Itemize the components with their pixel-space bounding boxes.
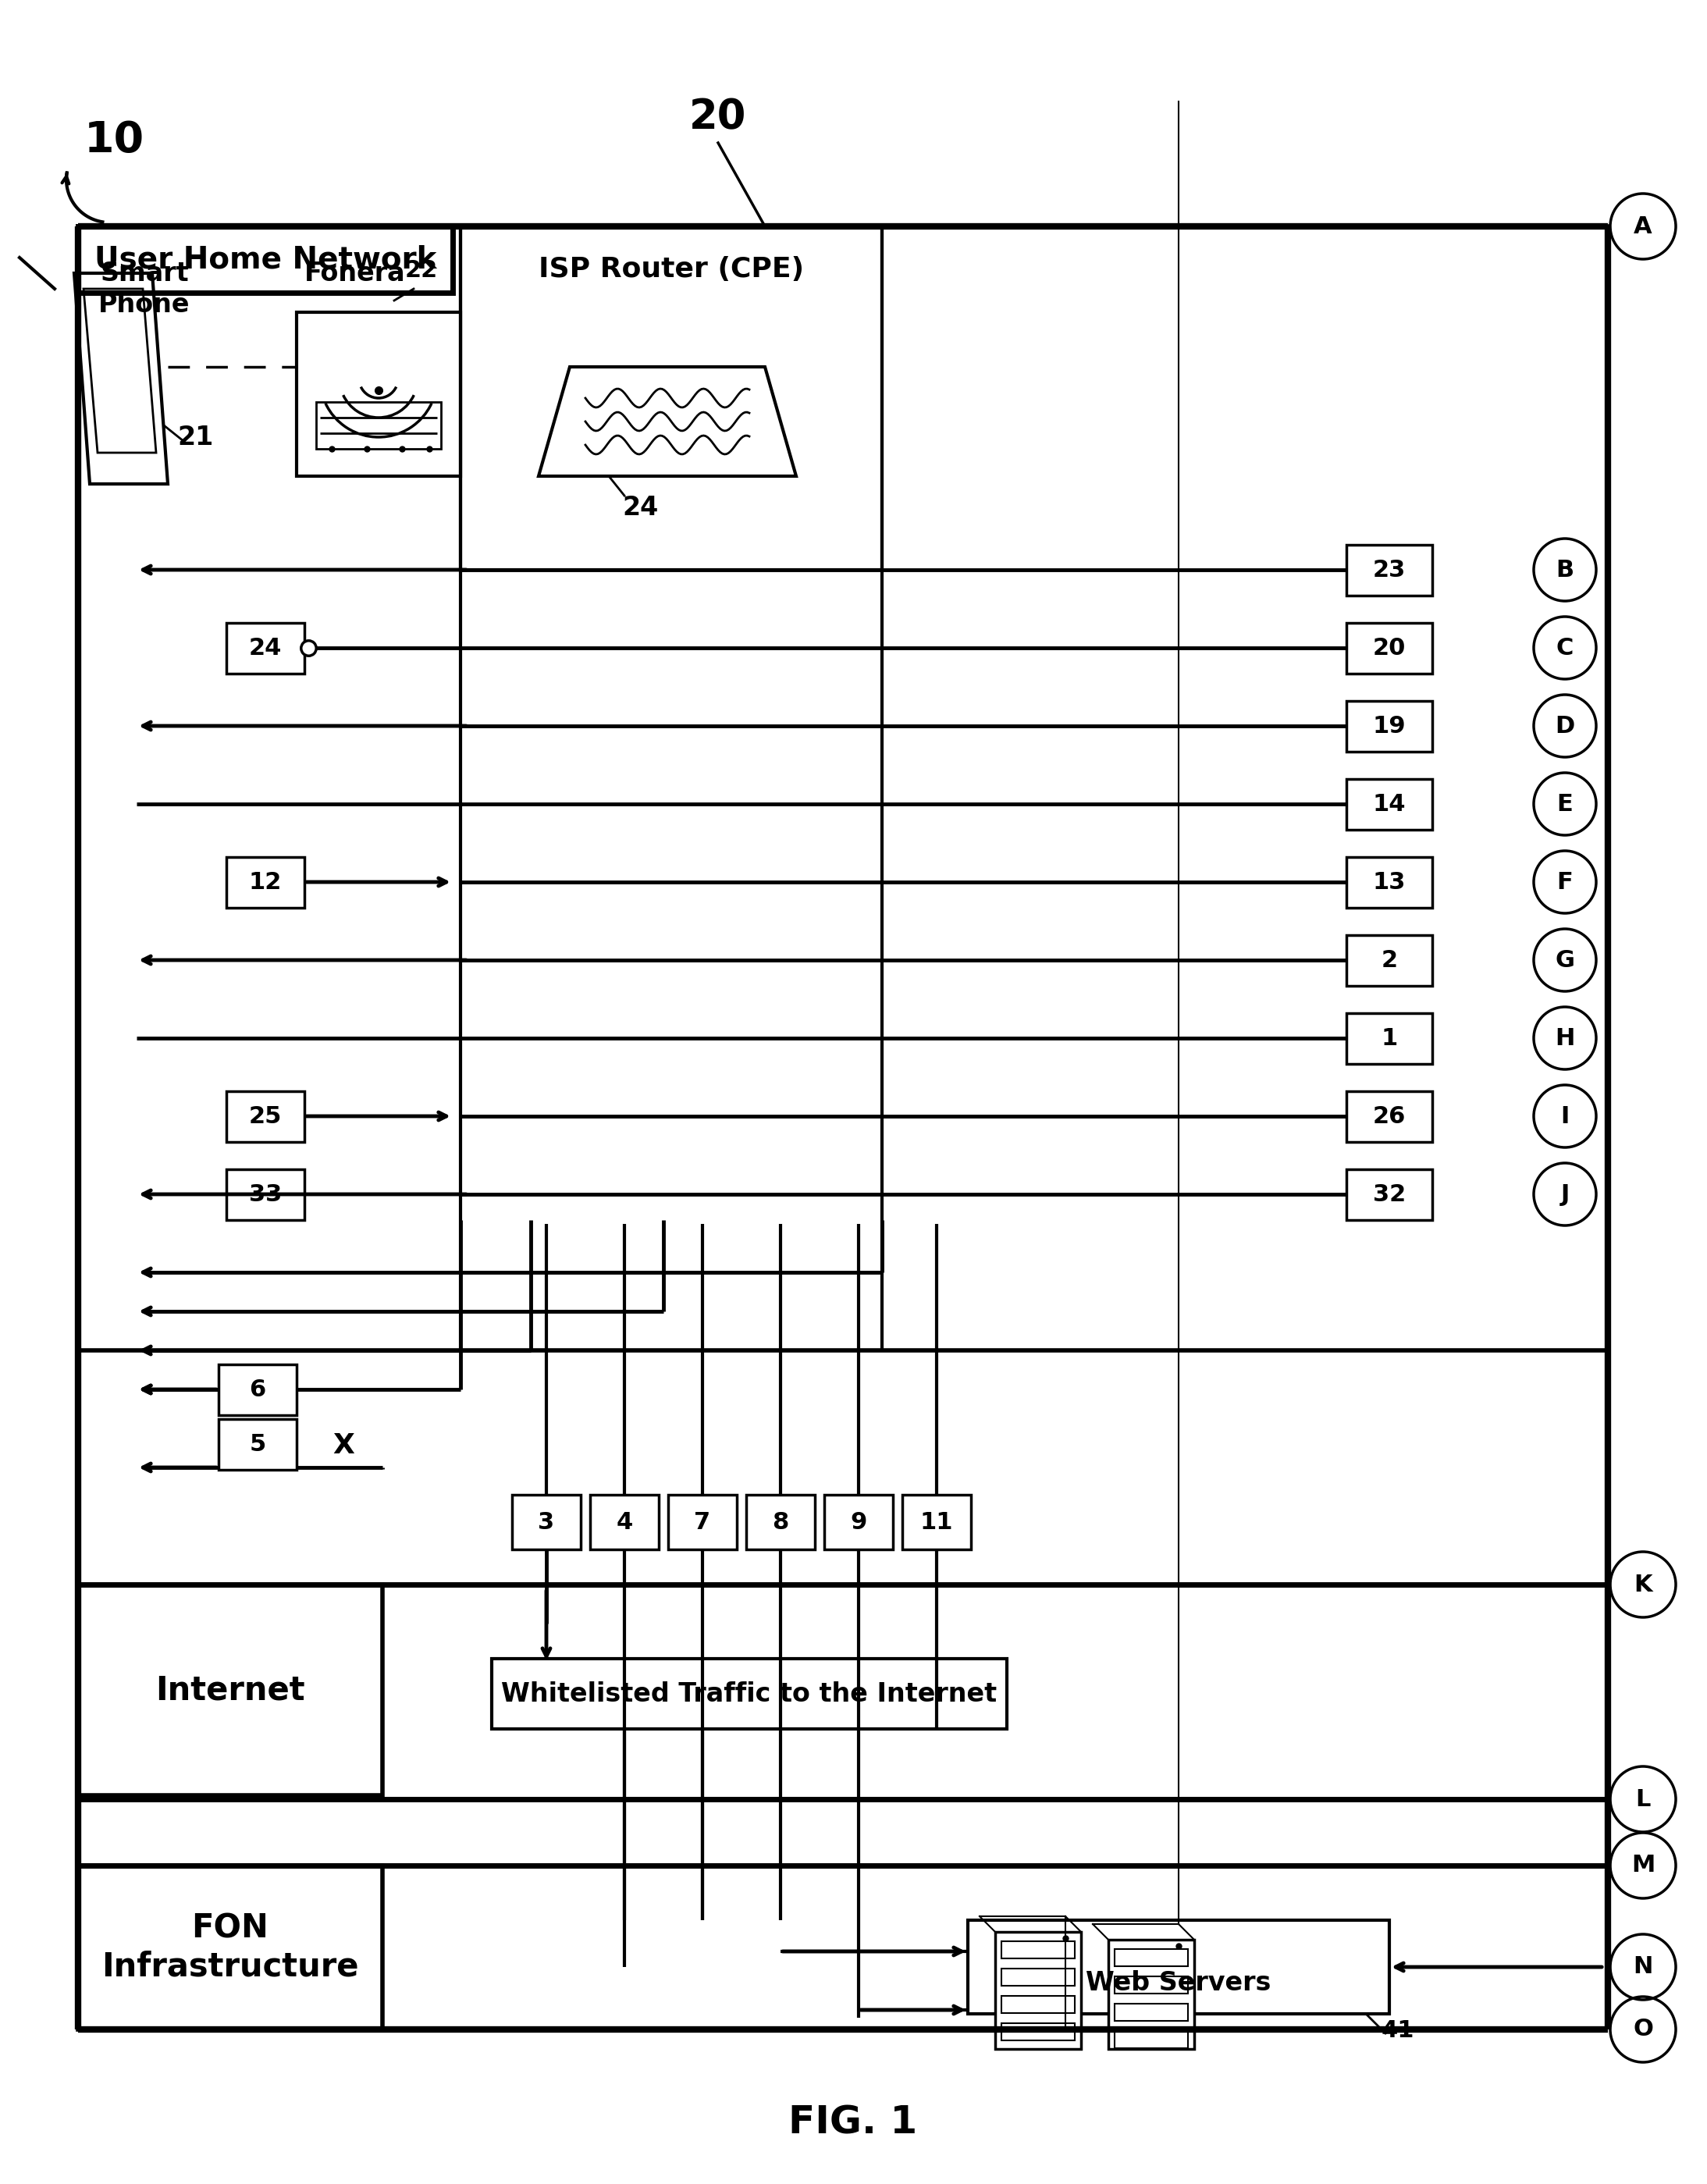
- Bar: [746, 1494, 814, 1548]
- Bar: [1347, 1013, 1432, 1064]
- Text: 9: 9: [850, 1511, 867, 1533]
- Text: F: F: [1557, 871, 1574, 893]
- Text: O: O: [1634, 2018, 1652, 2040]
- Text: 23: 23: [1372, 559, 1407, 581]
- Text: User Home Network: User Home Network: [94, 245, 437, 275]
- Text: 32: 32: [1372, 1184, 1407, 1206]
- Bar: [1002, 1942, 1075, 1959]
- Bar: [1115, 1977, 1188, 1994]
- Bar: [1347, 544, 1432, 596]
- Text: I: I: [1560, 1105, 1569, 1127]
- Text: G: G: [1555, 948, 1574, 972]
- Bar: [227, 622, 304, 673]
- Bar: [492, 1658, 1007, 1730]
- Bar: [218, 1420, 297, 1470]
- Bar: [1347, 1168, 1432, 1219]
- Text: C: C: [1557, 636, 1574, 660]
- Text: 3: 3: [538, 1511, 555, 1533]
- Bar: [1347, 780, 1432, 830]
- Bar: [79, 1865, 382, 2029]
- Bar: [1115, 2003, 1188, 2020]
- Text: 4: 4: [616, 1511, 633, 1533]
- Bar: [79, 1586, 382, 1795]
- Text: 25: 25: [249, 1105, 282, 1127]
- Text: 14: 14: [1372, 793, 1407, 815]
- Text: Fonera: Fonera: [304, 260, 406, 286]
- Text: FON
Infrastructure: FON Infrastructure: [102, 1913, 358, 1983]
- Text: J: J: [1560, 1184, 1569, 1206]
- Bar: [591, 1494, 659, 1548]
- Text: K: K: [1634, 1572, 1652, 1597]
- Text: X: X: [333, 1433, 355, 1459]
- Text: 2: 2: [1381, 948, 1398, 972]
- Text: Smart: Smart: [101, 260, 189, 286]
- Text: Internet: Internet: [155, 1673, 306, 1706]
- Text: Phone: Phone: [99, 293, 189, 317]
- Text: 7: 7: [695, 1511, 710, 1533]
- Bar: [1108, 1939, 1195, 2049]
- Text: 10: 10: [84, 120, 145, 162]
- Text: 12: 12: [249, 871, 282, 893]
- Bar: [218, 1365, 297, 1415]
- Bar: [1002, 1968, 1075, 1985]
- Text: 26: 26: [1372, 1105, 1407, 1127]
- Bar: [1002, 2022, 1075, 2040]
- Bar: [968, 1920, 1389, 2014]
- Text: 24: 24: [249, 636, 282, 660]
- Text: 13: 13: [1372, 871, 1407, 893]
- Bar: [1347, 701, 1432, 751]
- Text: 20: 20: [1372, 636, 1407, 660]
- Text: 20: 20: [690, 96, 746, 138]
- Bar: [1347, 622, 1432, 673]
- Text: M: M: [1632, 1854, 1654, 1876]
- Bar: [1115, 2031, 1188, 2049]
- Text: 19: 19: [1372, 714, 1407, 738]
- Text: 24: 24: [621, 494, 659, 520]
- Text: H: H: [1555, 1026, 1576, 1051]
- Text: 11: 11: [920, 1511, 953, 1533]
- Bar: [297, 312, 461, 476]
- Bar: [512, 1494, 580, 1548]
- Bar: [461, 227, 883, 570]
- Text: N: N: [1634, 1955, 1652, 1979]
- Text: 5: 5: [249, 1433, 266, 1455]
- Bar: [903, 1494, 971, 1548]
- Text: Web Servers: Web Servers: [1086, 1970, 1272, 1996]
- Text: 21: 21: [178, 424, 213, 450]
- Text: 1: 1: [1381, 1026, 1398, 1051]
- Bar: [79, 227, 452, 293]
- Bar: [79, 227, 1608, 1350]
- Text: L: L: [1635, 1789, 1651, 1811]
- Text: Whitelisted Traffic to the Internet: Whitelisted Traffic to the Internet: [502, 1682, 997, 1706]
- Bar: [227, 856, 304, 906]
- Text: E: E: [1557, 793, 1574, 815]
- Text: 41: 41: [1381, 2020, 1415, 2042]
- Text: 8: 8: [772, 1511, 789, 1533]
- Bar: [1347, 856, 1432, 906]
- Bar: [995, 1933, 1081, 2049]
- Bar: [227, 1090, 304, 1142]
- Bar: [1347, 935, 1432, 985]
- Text: 22: 22: [405, 260, 439, 282]
- Text: 33: 33: [249, 1184, 282, 1206]
- Bar: [824, 1494, 893, 1548]
- Text: FIG. 1: FIG. 1: [789, 2105, 918, 2143]
- Bar: [1002, 1996, 1075, 2014]
- Text: 6: 6: [249, 1378, 266, 1400]
- Bar: [227, 1168, 304, 1219]
- Bar: [667, 1494, 737, 1548]
- Bar: [1347, 1090, 1432, 1142]
- Bar: [1115, 1948, 1188, 1966]
- Text: ISP Router (CPE): ISP Router (CPE): [538, 256, 804, 282]
- Text: D: D: [1555, 714, 1576, 738]
- Bar: [316, 402, 440, 450]
- Text: A: A: [1634, 214, 1652, 238]
- Text: B: B: [1555, 559, 1574, 581]
